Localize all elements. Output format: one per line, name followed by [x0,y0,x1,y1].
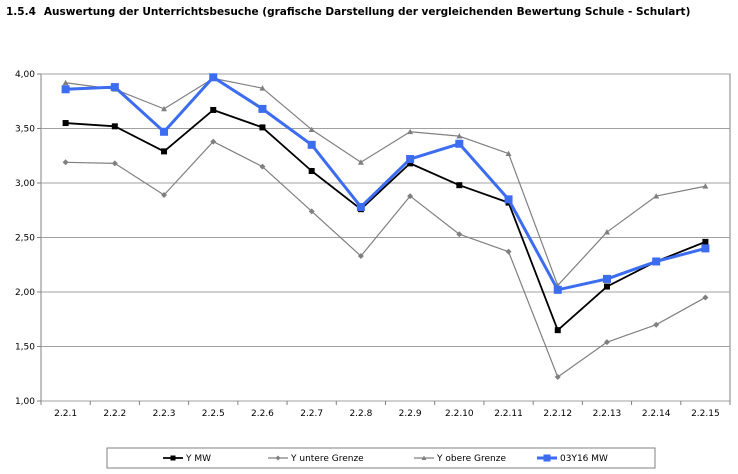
x-tick-label: 2.2.8 [349,409,372,419]
y-tick-label: 3,50 [15,125,35,135]
x-axis-ticks: 2.2.1 2.2.2 2.2.3 2.2.5 2.2.6 2.2.7 2.2.8 2.2.9… [54,409,720,419]
data-point-03y16-mw [209,73,218,82]
data-point-y-obere-grenze [161,105,168,112]
legend-label: 03Y16 MW [560,454,608,464]
chart-grid [37,73,731,405]
x-tick-label: 2.2.15 [691,409,720,419]
data-point-y-untere-grenze [456,231,463,238]
legend-label: Y untere Grenze [290,454,364,464]
x-tick-label: 2.2.1 [54,409,77,419]
section-title: Auswertung der Unterrichtsbesuche (grafi… [43,6,691,18]
legend-marker-y-mw [170,455,176,461]
data-point-y-untere-grenze [111,160,118,167]
data-point-y-mw [111,123,118,130]
x-tick-label: 2.2.10 [445,409,474,419]
y-axis-ticks: 1,00 1,50 2,00 2,50 3,00 3,50 4,00 [15,70,35,407]
data-point-03y16-mw [504,195,513,204]
data-point-y-untere-grenze [603,339,610,346]
y-tick-label: 2,50 [15,234,35,244]
data-point-03y16-mw [455,139,464,148]
data-point-03y16-mw [701,244,710,253]
data-point-y-obere-grenze [505,150,512,156]
series-03y16-mw [61,73,710,294]
data-point-y-obere-grenze [456,133,463,139]
x-tick-label: 2.2.11 [494,409,523,419]
data-point-y-untere-grenze [308,208,315,215]
data-point-03y16-mw [652,257,661,266]
data-point-y-untere-grenze [407,193,414,200]
data-point-y-untere-grenze [653,321,660,328]
data-point-y-obere-grenze [603,229,610,235]
data-point-y-untere-grenze [62,159,69,166]
data-point-y-untere-grenze [259,163,266,170]
legend-marker-03y16-mw [543,454,551,462]
data-point-03y16-mw [602,274,611,283]
data-point-y-untere-grenze [505,248,512,255]
x-tick-label: 2.2.14 [642,409,671,419]
data-point-03y16-mw [553,285,562,294]
data-point-y-obere-grenze [259,85,266,91]
series-y-untere-grenze [62,138,709,381]
data-point-03y16-mw [160,127,169,136]
legend-marker-y-obere-grenze [421,455,427,460]
series-line-y-mw [65,109,706,332]
y-tick-label: 1,50 [15,343,35,353]
data-point-y-mw [161,148,168,155]
data-point-y-untere-grenze [161,191,168,198]
y-tick-label: 2,00 [15,288,35,298]
y-tick-label: 3,00 [15,179,35,189]
series-y-mw [62,106,709,334]
data-point-y-mw [456,182,463,189]
data-point-03y16-mw [61,85,70,94]
y-tick-label: 1,00 [15,397,35,407]
x-tick-label: 2.2.9 [399,409,422,419]
data-point-y-mw [603,283,610,290]
x-tick-label: 2.2.7 [300,409,323,419]
data-point-y-untere-grenze [702,294,709,301]
data-point-y-obere-grenze [357,159,364,165]
data-point-03y16-mw [258,104,267,113]
data-point-03y16-mw [307,140,316,149]
data-point-y-obere-grenze [308,126,315,132]
section-heading: 1.5.4 Auswertung der Unterrichtsbesuche (… [6,6,690,18]
data-point-y-mw [702,238,709,245]
series-line-y-obere-grenze [65,77,706,287]
x-tick-label: 2.2.3 [153,409,176,419]
data-point-03y16-mw [356,202,365,211]
legend-box [106,447,656,469]
data-point-y-mw [259,124,266,131]
data-point-y-mw [407,160,414,167]
x-tick-label: 2.2.13 [593,409,622,419]
y-tick-label: 4,00 [15,70,35,80]
data-point-y-obere-grenze [702,183,709,189]
data-point-y-obere-grenze [407,128,414,135]
x-tick-label: 2.2.5 [202,409,225,419]
data-point-y-mw [554,327,561,334]
data-point-y-untere-grenze [210,138,217,145]
data-point-y-untere-grenze [554,374,561,381]
legend-marker-y-untere-grenze [275,455,281,461]
data-point-03y16-mw [110,83,119,92]
x-tick-label: 2.2.2 [103,409,126,419]
legend-label: Y MW [185,454,211,464]
series-line-03y16-mw [65,75,706,292]
data-point-y-mw [62,120,69,127]
legend-label: Y obere Grenze [436,454,506,464]
data-point-03y16-mw [406,155,415,164]
chart-series [61,73,710,381]
series-line-y-untere-grenze [65,140,706,378]
data-point-y-mw [308,168,315,175]
data-point-y-obere-grenze [62,79,69,86]
data-point-y-untere-grenze [357,253,364,260]
chart-legend: Y MW Y untere Grenze Y obere Grenze 03Y16 M… [106,447,656,469]
x-tick-label: 2.2.6 [251,409,274,419]
data-point-y-mw [210,106,217,113]
data-point-y-obere-grenze [653,193,660,199]
x-tick-label: 2.2.12 [543,409,572,419]
section-number: 1.5.4 [6,6,36,18]
